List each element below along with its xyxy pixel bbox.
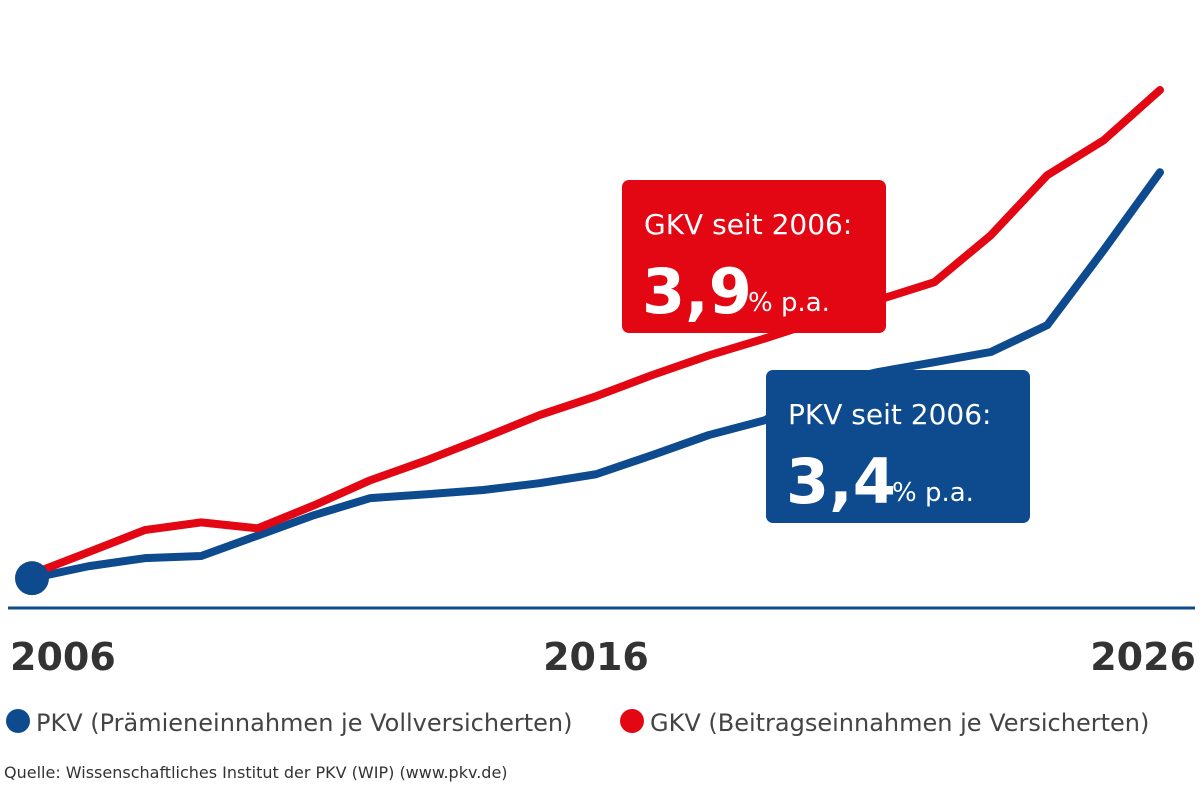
annotation: GKV seit 2006: 3,9% p.a. bbox=[622, 180, 886, 333]
legend-label: PKV (Prämieneinnahmen je Vollversicherte… bbox=[36, 709, 572, 737]
start-marker bbox=[15, 561, 49, 596]
x-tick-label: 2016 bbox=[543, 635, 649, 679]
annotation-label: PKV seit 2006: bbox=[788, 398, 991, 431]
annotation-value: 3,9 bbox=[642, 255, 752, 328]
legend-marker bbox=[6, 709, 30, 733]
annotation-unit: % p.a. bbox=[892, 478, 974, 508]
legend-marker bbox=[620, 709, 644, 733]
source: Quelle: Wissenschaftliches Institut der … bbox=[4, 763, 508, 782]
legend-label: GKV (Beitragseinnahmen je Versicherten) bbox=[650, 709, 1149, 737]
annotation-value: 3,4 bbox=[786, 445, 896, 518]
x-tick-label: 2006 bbox=[10, 635, 116, 679]
annotation-box bbox=[766, 370, 1030, 523]
annotation-unit: % p.a. bbox=[748, 288, 830, 318]
line bbox=[28, 86, 1164, 578]
annotation: PKV seit 2006: 3,4% p.a. bbox=[766, 370, 1030, 523]
annotation-box bbox=[622, 180, 886, 333]
line bbox=[28, 168, 1164, 583]
annotation-label: GKV seit 2006: bbox=[644, 208, 852, 241]
x-tick-label: 2026 bbox=[1090, 635, 1196, 679]
